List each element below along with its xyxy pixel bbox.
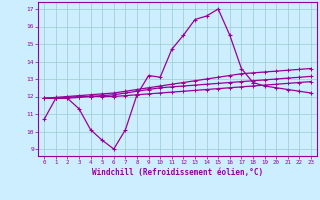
X-axis label: Windchill (Refroidissement éolien,°C): Windchill (Refroidissement éolien,°C) xyxy=(92,168,263,177)
